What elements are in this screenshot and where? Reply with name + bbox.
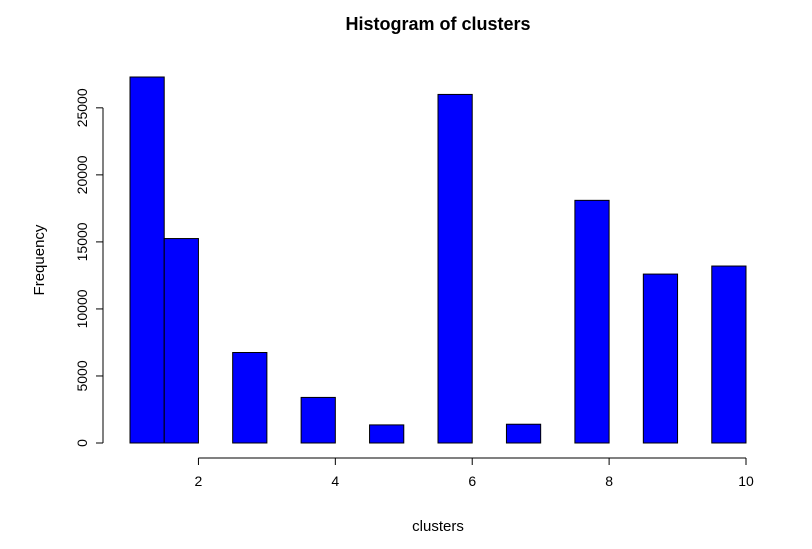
y-tick-label: 25000 — [74, 88, 90, 127]
histogram-bar — [300, 396, 336, 444]
histogram-bar — [711, 265, 747, 444]
y-tick-label: 0 — [74, 439, 90, 447]
x-tick-label: 2 — [195, 473, 203, 489]
bars-group — [129, 76, 747, 444]
y-axis: 0 5000 10000 15000 20000 25000 — [74, 88, 104, 447]
y-tick-label: 10000 — [74, 289, 90, 328]
chart-title: Histogram of clusters — [345, 14, 530, 34]
x-tick-label: 10 — [738, 473, 754, 489]
y-tick-label: 5000 — [74, 360, 90, 391]
y-tick-label: 15000 — [74, 222, 90, 261]
x-axis: 2 4 6 8 10 — [195, 457, 754, 489]
histogram-bar — [369, 424, 405, 444]
histogram-bar — [163, 238, 199, 444]
x-tick-label: 8 — [605, 473, 613, 489]
histogram-bar — [232, 352, 268, 444]
histogram-bar — [437, 93, 473, 444]
y-tick-label: 20000 — [74, 155, 90, 194]
x-axis-label: clusters — [412, 518, 464, 535]
histogram-bar — [574, 199, 610, 444]
y-axis-label: Frequency — [31, 224, 48, 295]
histogram-bar — [129, 76, 165, 444]
x-tick-label: 6 — [468, 473, 476, 489]
histogram-bar — [505, 423, 542, 444]
histogram-bar — [642, 273, 679, 444]
x-tick-label: 4 — [331, 473, 339, 489]
